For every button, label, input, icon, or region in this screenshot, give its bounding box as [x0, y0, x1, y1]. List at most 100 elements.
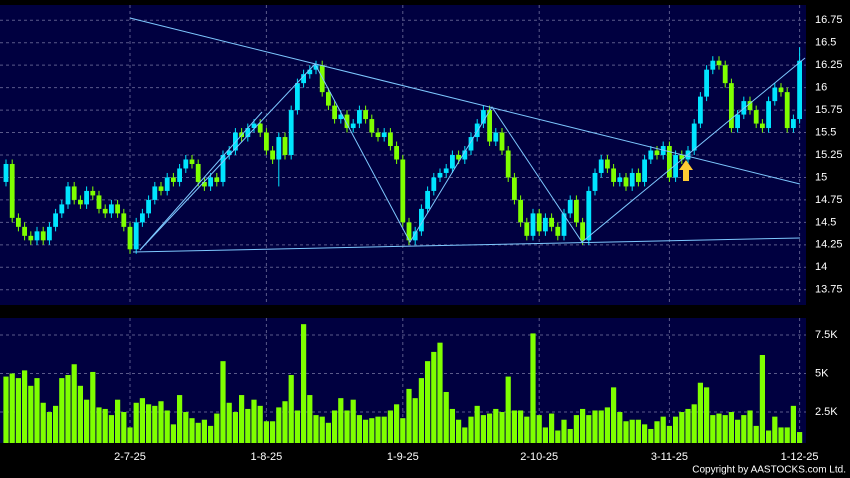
marks	[3, 47, 803, 443]
candle-body	[295, 83, 300, 111]
candle-body	[598, 159, 604, 173]
candle-body	[319, 65, 325, 93]
x-tick-label: 2-7-25	[114, 451, 146, 463]
candle-body	[65, 186, 71, 205]
candle-body	[673, 155, 678, 178]
volume-bar	[344, 410, 350, 443]
candle-body	[623, 177, 629, 187]
candle-body	[177, 168, 182, 182]
candle-body	[28, 235, 34, 241]
candle-body	[747, 101, 753, 111]
volume-bar	[139, 398, 145, 443]
candle-body	[400, 159, 406, 223]
volume-bar	[648, 428, 654, 443]
candle-body	[574, 199, 579, 223]
candle-body	[753, 110, 759, 124]
candle-body	[189, 159, 195, 164]
volume-bar	[189, 418, 195, 443]
candle-body	[127, 226, 133, 250]
trend-line	[139, 57, 806, 251]
candle-body	[326, 92, 331, 106]
volume-bar	[84, 399, 90, 443]
volume-bar	[226, 402, 232, 443]
volume-bar	[412, 398, 418, 443]
candle-body	[549, 217, 554, 227]
volume-bar	[127, 427, 133, 443]
volume-bar	[28, 385, 34, 443]
candle-body	[363, 110, 368, 120]
volume-bar	[487, 413, 493, 443]
volume-bar	[555, 430, 561, 443]
volume-bar	[146, 404, 152, 443]
x-tick-label: 3-11-25	[651, 451, 688, 463]
volume-bar	[195, 422, 201, 443]
candle-body	[530, 213, 536, 236]
volume-bar	[598, 410, 604, 443]
volume-bar	[586, 415, 592, 443]
volume-bar	[183, 412, 189, 443]
trend-line	[129, 17, 801, 185]
volume-bar	[505, 376, 511, 443]
volume-bar	[474, 405, 480, 443]
volume-bar	[369, 418, 375, 443]
candle-body	[47, 226, 52, 241]
volume-bar	[741, 415, 747, 443]
candle-body	[431, 177, 437, 191]
candle-body	[518, 199, 523, 223]
y-tick-label: 5K	[815, 367, 829, 379]
volume-bar	[561, 419, 567, 443]
candle-body	[648, 150, 654, 160]
candle-body	[9, 163, 15, 218]
candle-body	[642, 159, 647, 182]
y-tick-label: 13.75	[815, 284, 843, 296]
volume-bar	[480, 415, 486, 443]
y-tick-label: 14.5	[815, 216, 836, 228]
volume-bar	[239, 395, 245, 443]
volume-bar	[753, 425, 759, 443]
candle-body	[338, 114, 344, 120]
candle-body	[778, 87, 784, 93]
y-tick-label: 14	[815, 261, 827, 273]
volume-bar	[3, 376, 9, 443]
volume-bar	[611, 387, 617, 443]
candle-body	[791, 119, 796, 129]
candle-body	[592, 172, 598, 191]
volume-bar	[425, 361, 431, 443]
candle-body	[344, 114, 350, 129]
volume-bar	[338, 398, 344, 443]
candle-body	[133, 222, 139, 250]
volume-bar	[332, 410, 338, 443]
candle-body	[474, 123, 480, 138]
candle-body	[617, 177, 623, 182]
volume-bar	[735, 419, 741, 443]
volume-bar	[164, 410, 170, 443]
candle-body	[276, 137, 282, 160]
volume-bar	[90, 371, 96, 443]
candle-body	[16, 217, 21, 227]
volume-bar	[493, 408, 499, 443]
candle-body	[679, 155, 685, 160]
volume-bar	[313, 415, 319, 443]
candle-body	[226, 150, 232, 155]
volume-bar	[325, 422, 331, 443]
candle-body	[698, 96, 703, 124]
candle-body	[741, 101, 747, 115]
candle-body	[381, 132, 387, 138]
volume-bar	[418, 378, 424, 443]
candle-body	[555, 226, 561, 236]
candle-body	[388, 132, 393, 147]
candle-body	[586, 190, 592, 241]
volume-bar	[567, 428, 573, 443]
candle-body	[214, 177, 220, 182]
candle-body	[375, 132, 381, 138]
candle-body	[462, 150, 468, 160]
volume-bar	[635, 419, 641, 443]
x-tick-label: 1-9-25	[387, 451, 419, 463]
arrow	[679, 160, 693, 181]
volume-bar	[381, 416, 387, 443]
volume-bar	[121, 412, 127, 443]
candle-body	[22, 226, 27, 236]
candle-body	[220, 155, 226, 182]
volume-bar	[245, 408, 251, 443]
candle-body	[456, 155, 461, 160]
